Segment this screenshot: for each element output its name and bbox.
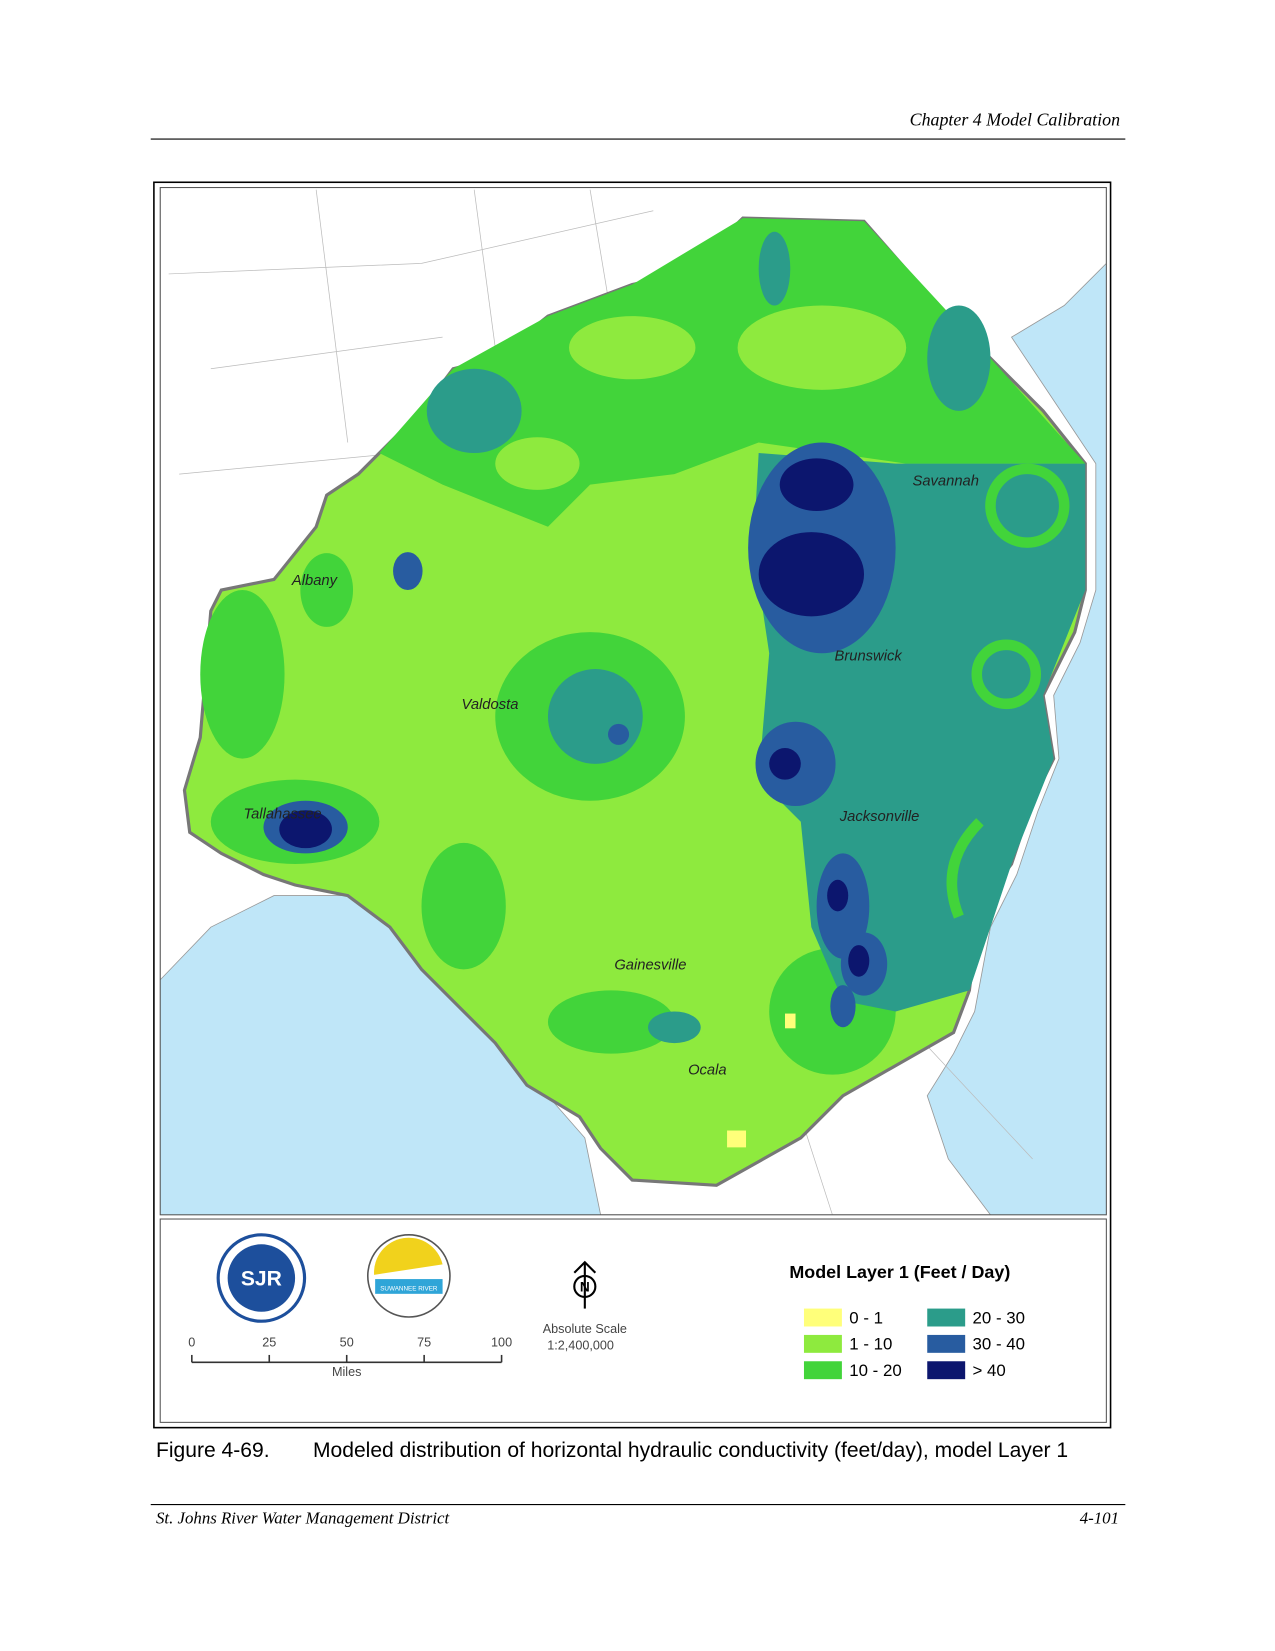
map-border (159, 187, 1107, 1216)
legend-swatch (927, 1308, 966, 1327)
footer-right: 4-101 (1080, 1509, 1119, 1528)
legend-label: > 40 (973, 1361, 1006, 1380)
zone-0-1 (727, 1013, 796, 1148)
scale-title: Absolute Scale (543, 1322, 627, 1336)
scale-tick-label: 0 (188, 1336, 195, 1350)
header-title: Chapter 4 Model Calibration (910, 109, 1120, 129)
city-label: Brunswick (835, 649, 903, 665)
legend-items: 0 - 1 1 - 10 10 - 20 20 - 30 30 - 40 > 40 (803, 1308, 1025, 1380)
legend-swatch (803, 1334, 842, 1353)
scale-tick-label: 75 (417, 1336, 431, 1350)
legend-label: 10 - 20 (849, 1361, 901, 1380)
city-label: Jacksonville (839, 809, 920, 825)
zone-10-20-swirls (946, 463, 1070, 919)
map: Savannah Albany Brunswick Valdosta Tallahass… (159, 187, 1107, 1216)
legend-swatch (927, 1361, 966, 1380)
north-label: N (580, 1280, 590, 1295)
city-label: Albany (291, 573, 339, 589)
sjr-logo-inner (227, 1244, 296, 1312)
legend-swatch (927, 1334, 966, 1353)
footer-left: St. Johns River Water Management Distric… (156, 1509, 450, 1528)
scale-bar: 0 25 50 75 100 (188, 1336, 512, 1364)
legend-title: Model Layer 1 (Feet / Day) (789, 1262, 1010, 1282)
legend-label: 20 - 30 (973, 1308, 1025, 1327)
city-label: Tallahassee (243, 807, 321, 823)
figure-frame (153, 181, 1112, 1429)
legend-label: 1 - 10 (849, 1335, 892, 1354)
sjr-logo-text: SJR (241, 1267, 282, 1290)
city-label: Gainesville (614, 957, 686, 973)
legend-swatch (803, 1308, 842, 1327)
north-arrow (573, 1260, 597, 1309)
city-label: Ocala (688, 1063, 727, 1079)
legend-label: 0 - 1 (849, 1308, 883, 1327)
figure-label: Figure 4-69. (156, 1439, 270, 1462)
srwmd-logo-water (375, 1279, 443, 1294)
city-labels: Savannah Albany Brunswick Valdosta Tallahass… (243, 474, 978, 1079)
legend-panel: SJR SUWANNEE RIVER N Absolute Scale 1:2,… (159, 1218, 1107, 1423)
city-label: Valdosta (462, 697, 519, 713)
legend-label: 30 - 40 (973, 1335, 1025, 1354)
scale-tick-label: 50 (340, 1336, 354, 1350)
legend-swatch (803, 1361, 842, 1380)
scale-tick-label: 25 (262, 1336, 276, 1350)
figure-caption: Modeled distribution of horizontal hydra… (313, 1439, 1068, 1462)
city-label: Savannah (912, 474, 978, 490)
scale-tick-label: 100 (491, 1336, 512, 1350)
scale-unit: Miles (332, 1365, 361, 1379)
srwmd-logo-sun (374, 1237, 443, 1275)
srwmd-logo-text: SUWANNEE RIVER (380, 1286, 438, 1293)
zone-over-40 (279, 458, 870, 977)
scale-ratio: 1:2,400,000 (547, 1339, 614, 1353)
